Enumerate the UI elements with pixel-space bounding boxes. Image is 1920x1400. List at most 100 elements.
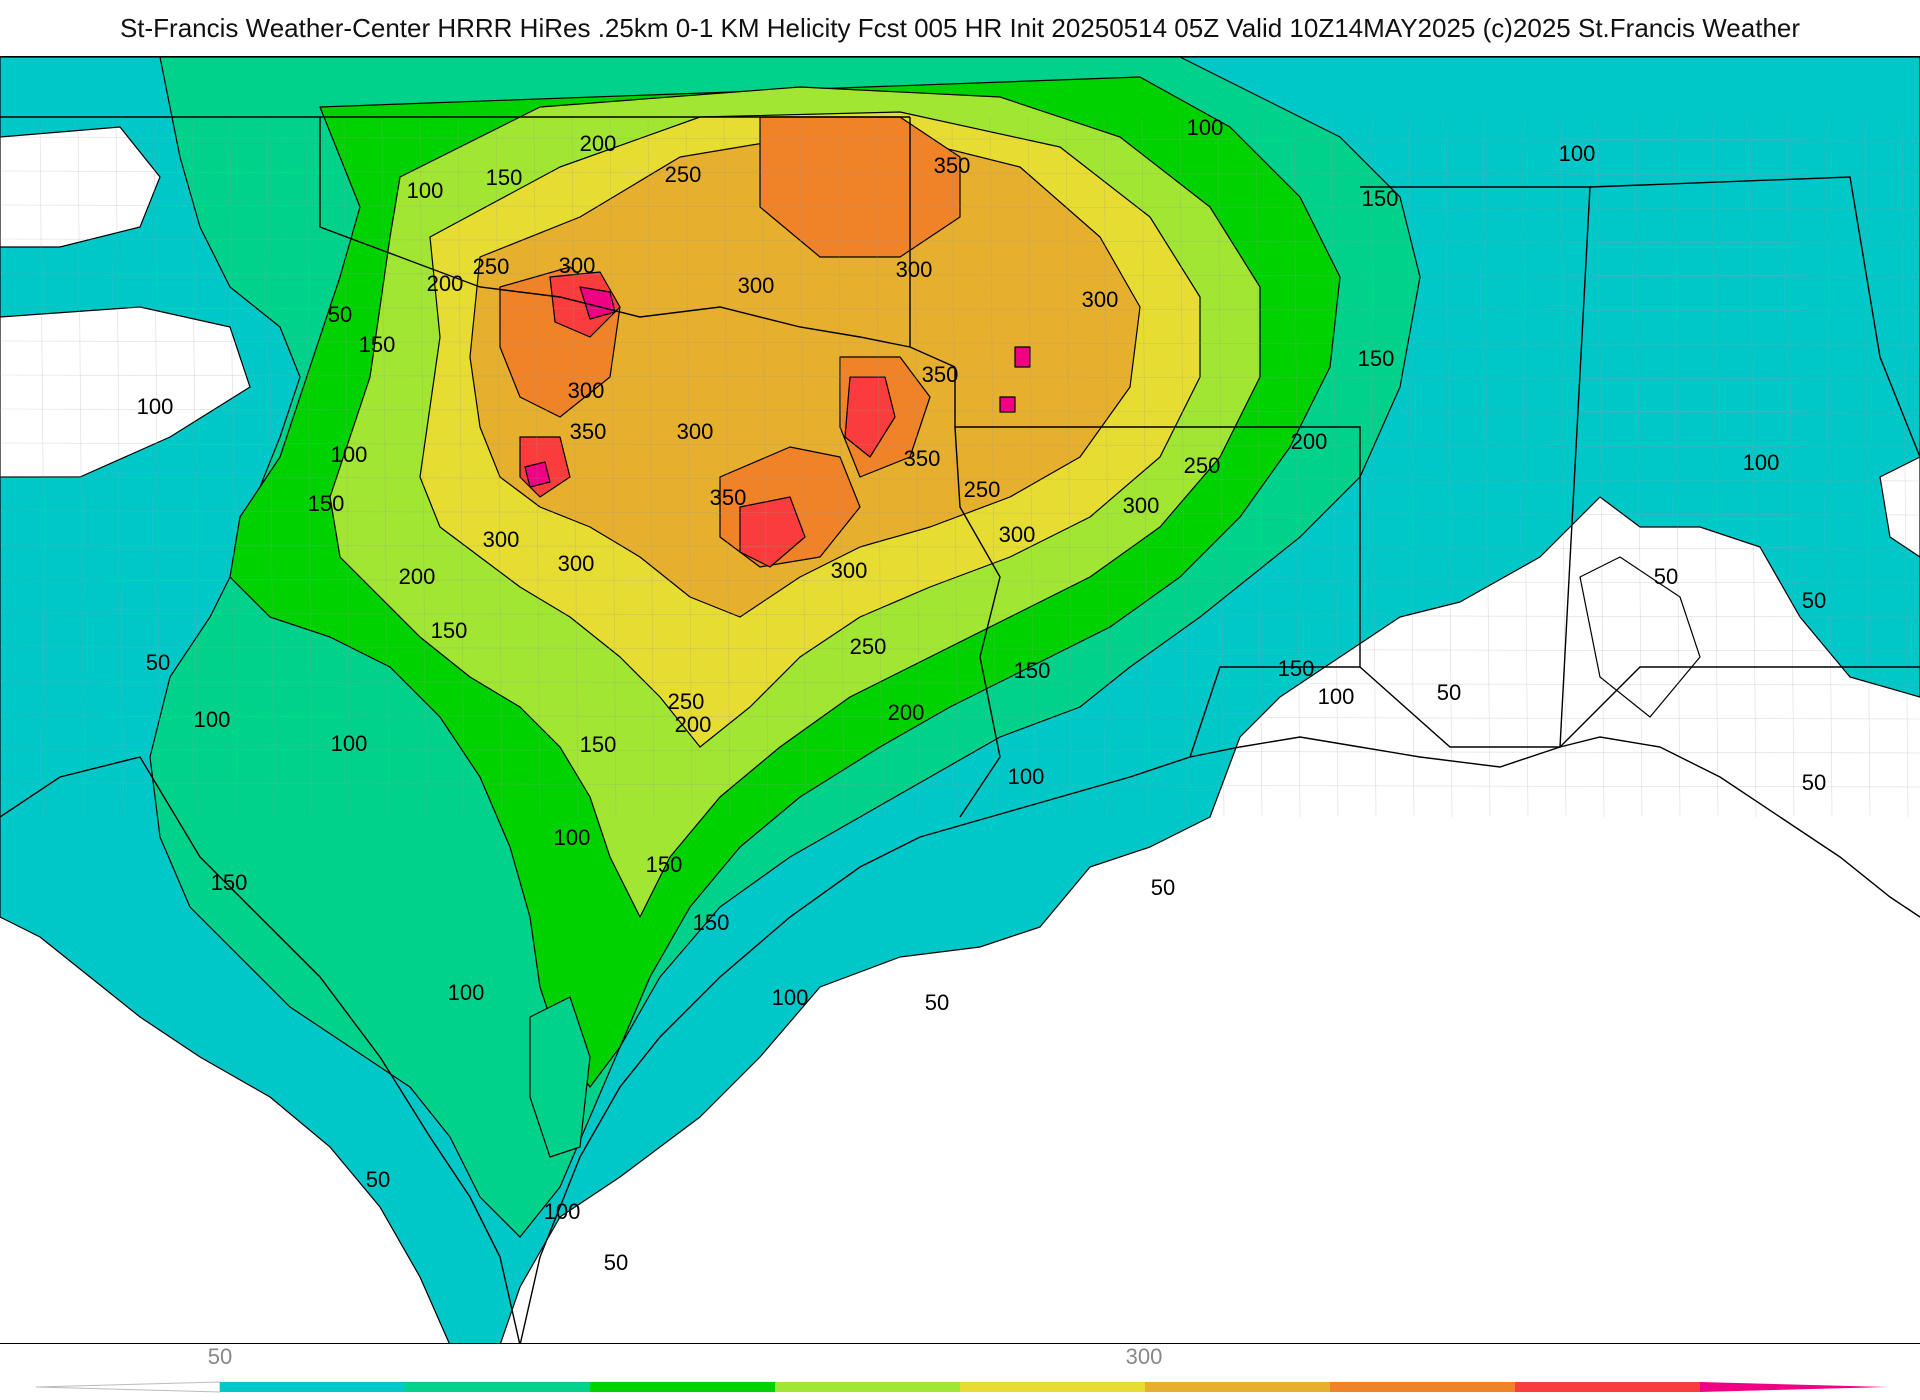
contour-labels: 200 250 350 100 100 150 100 300 300 250 … [137, 115, 1827, 1275]
county-line [1749, 116, 1757, 818]
county-line [0, 238, 1920, 244]
county-line [1825, 116, 1833, 818]
county-line [1027, 116, 1035, 818]
colorbar: 50 300 [0, 1344, 1920, 1400]
contour-label: 300 [831, 558, 868, 583]
colorbar-segment [1330, 1382, 1515, 1392]
contour-label: 200 [399, 564, 436, 589]
county-line [0, 612, 1920, 618]
county-line [115, 116, 123, 818]
county-line [0, 646, 1920, 652]
county-line [1369, 116, 1377, 818]
map-title: St-Francis Weather-Center HRRR HiRes .25… [119, 12, 1801, 43]
contour-label: 150 [359, 332, 396, 357]
contour-label: 100 [1743, 450, 1780, 475]
colorbar-arrow-low [35, 1381, 221, 1393]
band-lt50-north [0, 126, 251, 478]
county-line [837, 116, 845, 818]
contour-label: 100 [1008, 764, 1045, 789]
county-line [1407, 116, 1415, 818]
contour-label: 200 [675, 712, 712, 737]
county-line [799, 116, 807, 818]
county-line [1559, 116, 1567, 818]
contour-label: 50 [1151, 875, 1175, 900]
contour-label: 100 [331, 442, 368, 467]
colorbar-segment [1145, 1382, 1330, 1392]
georgia-border [1589, 176, 1920, 458]
county-boundaries [0, 116, 1920, 818]
contour-label: 200 [1291, 429, 1328, 454]
contour-label: 150 [646, 852, 683, 877]
county-line [875, 116, 883, 818]
contour-label: 50 [146, 650, 170, 675]
contour-label: 300 [999, 522, 1036, 547]
county-line [0, 544, 1920, 550]
contour-label: 100 [194, 707, 231, 732]
county-line [1445, 116, 1453, 818]
state-boundaries [0, 116, 1920, 1343]
contour-label: 100 [331, 731, 368, 756]
county-line [571, 116, 579, 818]
oklahoma-texas-border [319, 117, 956, 368]
county-line [1103, 116, 1111, 818]
contour-label: 300 [1082, 287, 1119, 312]
county-line [1065, 116, 1073, 818]
county-line [1179, 116, 1187, 818]
texas-louisiana-border [954, 426, 1001, 818]
county-line [305, 116, 313, 818]
county-line [1673, 116, 1681, 818]
county-line [0, 578, 1920, 584]
county-line [0, 272, 1920, 278]
band-400 [519, 271, 896, 568]
contour-label: 100 [544, 1199, 581, 1224]
contour-label: 250 [665, 162, 702, 187]
county-line [39, 116, 47, 818]
contour-label: 250 [964, 477, 1001, 502]
contour-label: 150 [211, 870, 248, 895]
colorbar-segment [590, 1382, 775, 1392]
contour-label: 200 [427, 271, 464, 296]
county-line [419, 116, 427, 818]
contour-label: 300 [558, 551, 595, 576]
county-line [761, 116, 769, 818]
county-line [153, 116, 161, 818]
county-line [229, 116, 237, 818]
contour-label: 150 [431, 618, 468, 643]
contour-label: 50 [1437, 680, 1461, 705]
county-line [1711, 116, 1719, 818]
contour-label: 100 [554, 825, 591, 850]
contour-label: 50 [1654, 564, 1678, 589]
county-line [0, 374, 1920, 380]
county-line [609, 116, 617, 818]
contour-label: 50 [328, 302, 352, 327]
contour-label: 350 [922, 362, 959, 387]
county-line [1787, 116, 1795, 818]
colorbar-segment [1515, 1382, 1700, 1392]
county-line [495, 116, 503, 818]
band-350 [499, 116, 961, 568]
contour-label: 300 [568, 378, 605, 403]
county-line [0, 680, 1920, 686]
colorbar-tick-label: 300 [1125, 1344, 1163, 1369]
contour-label: 100 [407, 178, 444, 203]
contour-label: 100 [772, 985, 809, 1010]
band-450 [524, 286, 1031, 488]
county-line [1863, 116, 1871, 818]
contour-label: 250 [850, 634, 887, 659]
contour-label: 50 [1802, 770, 1826, 795]
map-canvas: 200 250 350 100 100 150 100 300 300 250 … [0, 57, 1920, 1343]
county-line [381, 116, 389, 818]
county-line [1255, 116, 1263, 818]
contour-label: 200 [888, 700, 925, 725]
contour-label: 250 [668, 689, 705, 714]
contour-label: 250 [473, 254, 510, 279]
county-line [191, 116, 199, 818]
us-mexico-border [0, 756, 521, 1343]
county-line [1901, 116, 1909, 818]
contour-label: 350 [710, 485, 747, 510]
county-line [723, 116, 731, 818]
contour-label: 150 [486, 165, 523, 190]
colorbar-tick-label: 50 [207, 1344, 233, 1369]
band-lt50-southeast [1579, 456, 1920, 718]
contour-label: 200 [580, 131, 617, 156]
